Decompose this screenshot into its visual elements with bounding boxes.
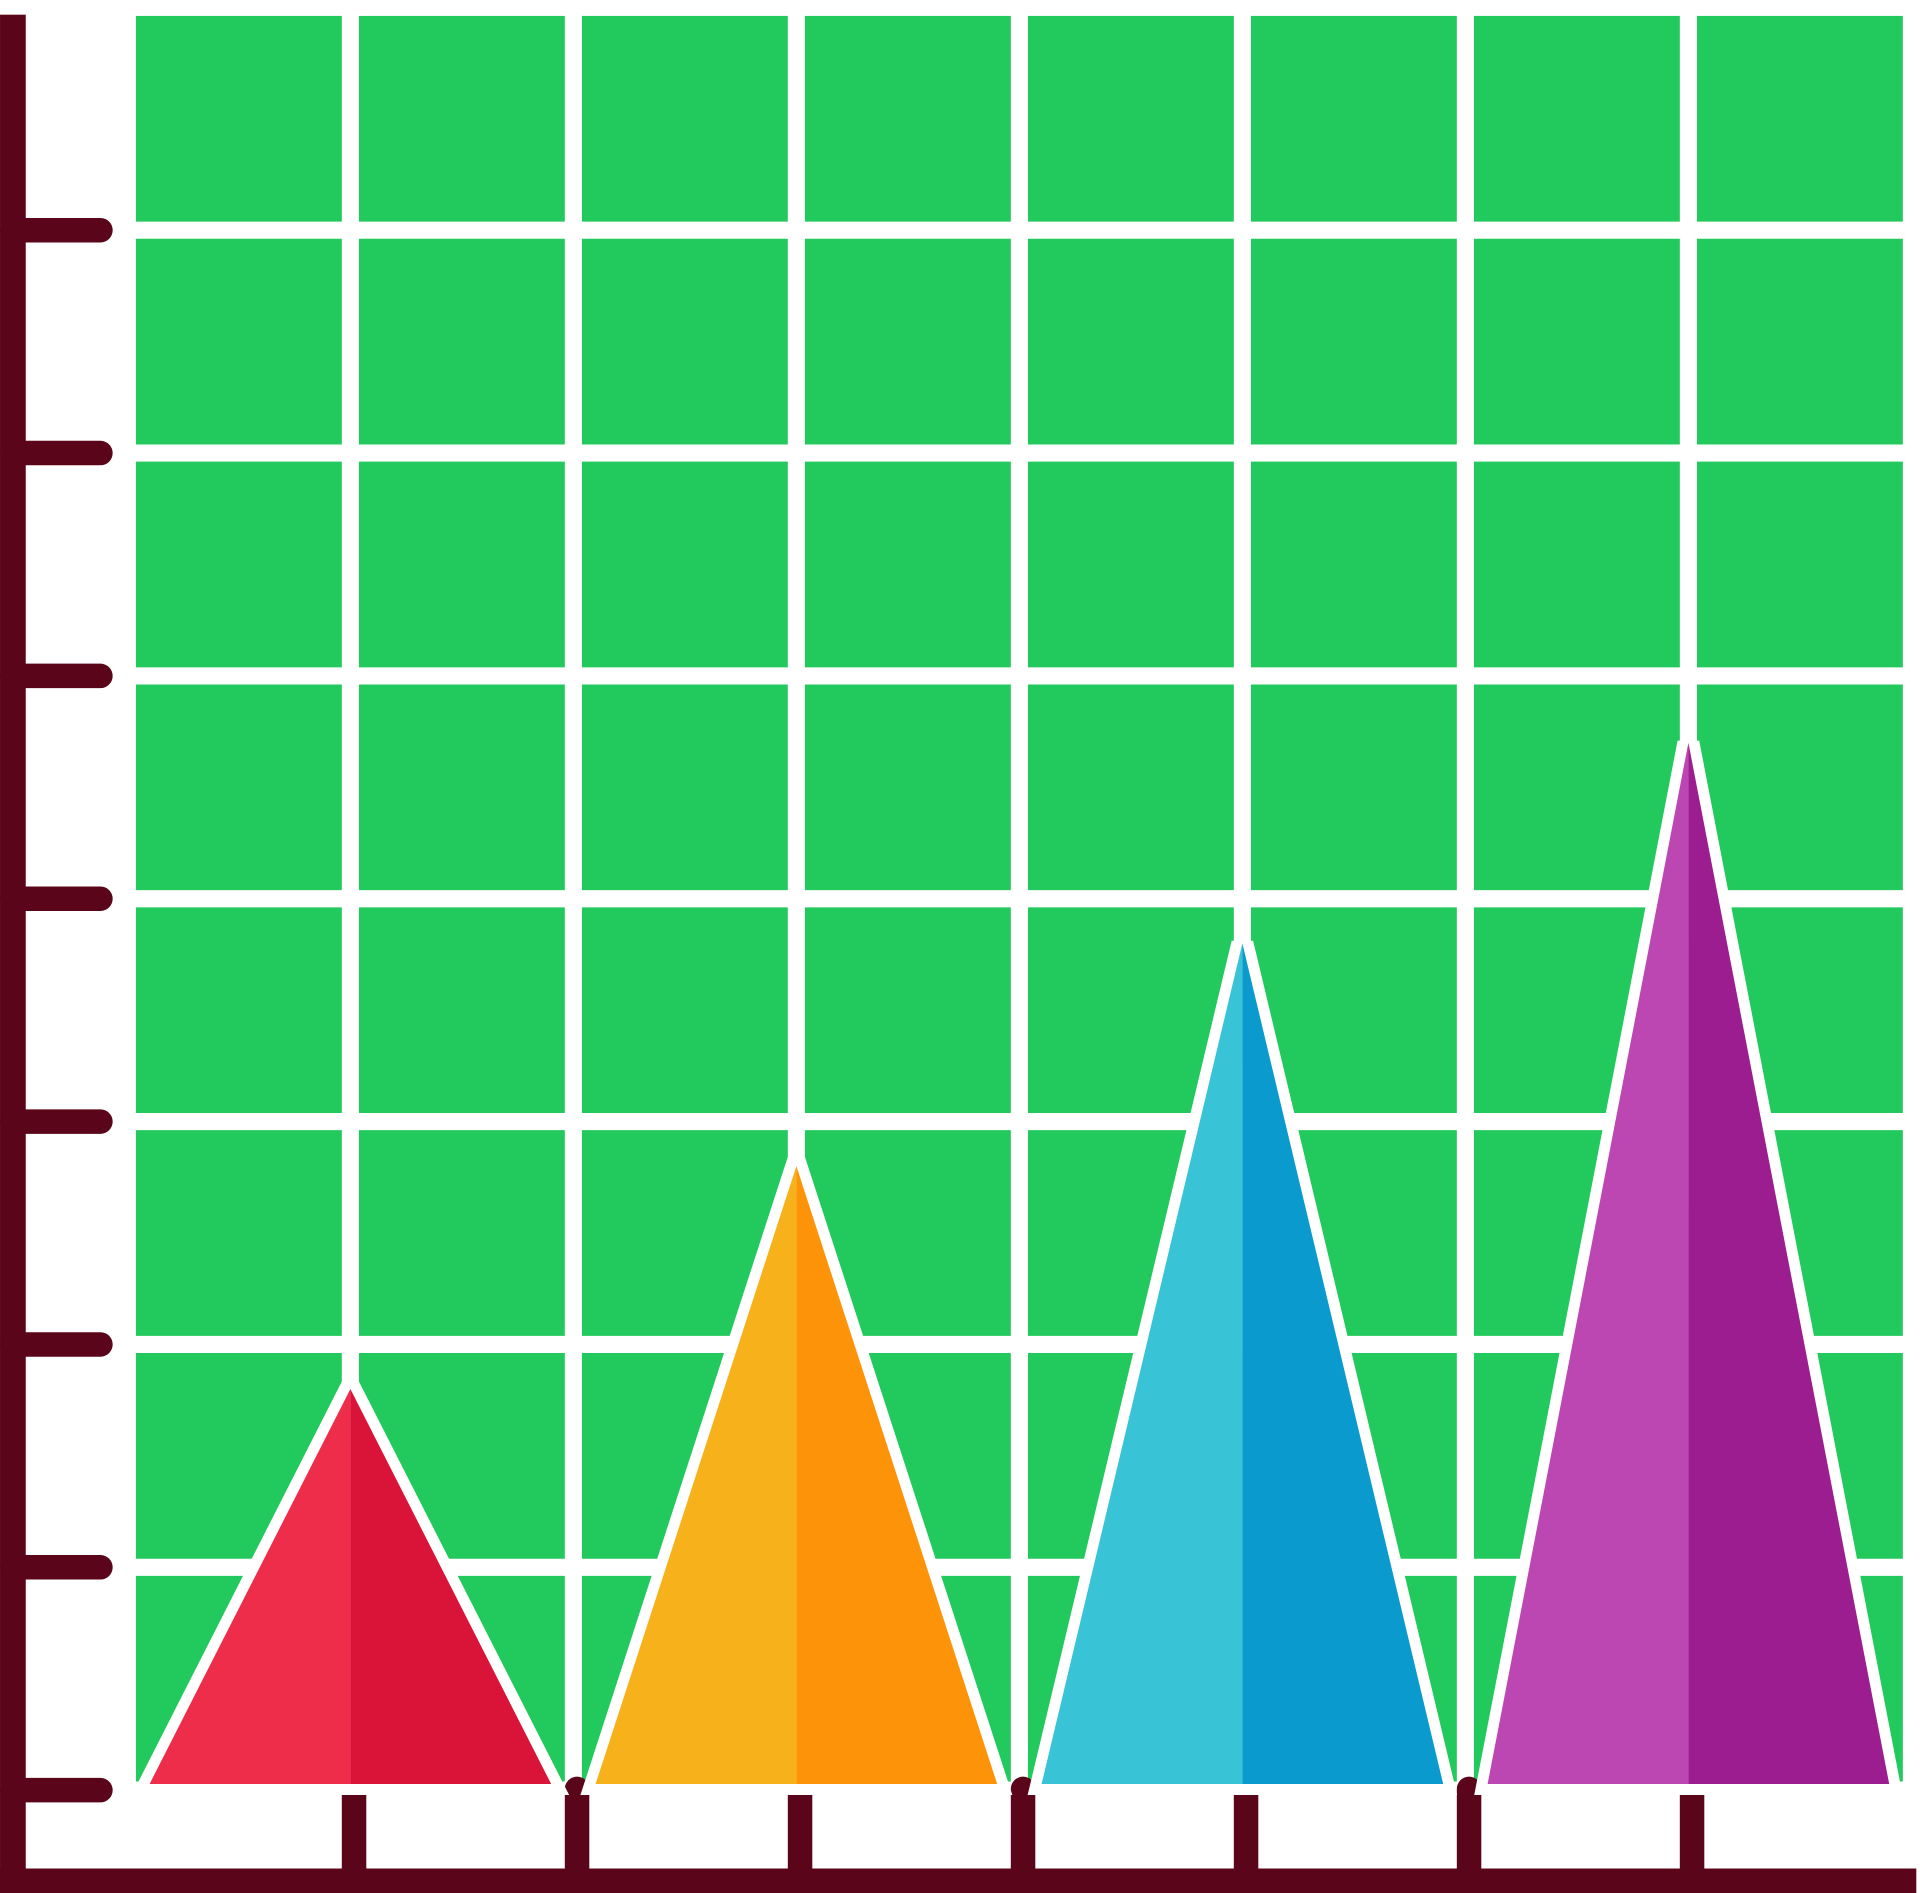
bar-right	[350, 1389, 552, 1785]
bar-right	[1688, 742, 1890, 1785]
x-axis	[0, 1868, 1917, 1893]
bar-left	[149, 1389, 351, 1785]
y-axis	[0, 14, 26, 1893]
